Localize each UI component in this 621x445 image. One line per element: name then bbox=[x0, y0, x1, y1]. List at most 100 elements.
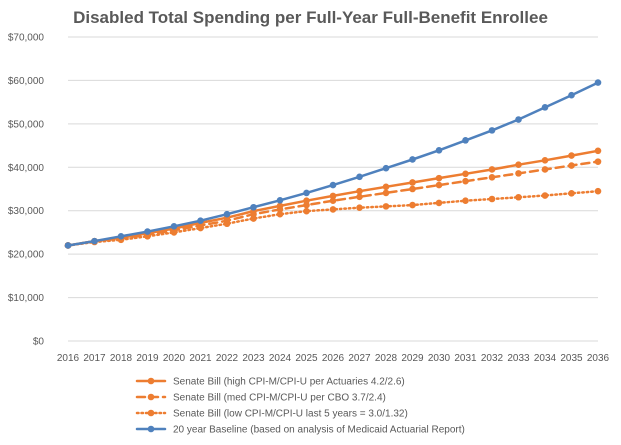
data-point bbox=[462, 170, 469, 178]
data-point bbox=[329, 181, 337, 189]
data-point bbox=[382, 183, 390, 191]
data-point bbox=[515, 116, 522, 123]
data-point bbox=[276, 196, 284, 204]
data-point bbox=[488, 127, 496, 134]
legend-label: Senate Bill (high CPI-M/CPI-U per Actuar… bbox=[173, 377, 405, 388]
data-point bbox=[488, 195, 496, 203]
data-point bbox=[197, 217, 204, 225]
legend: Senate Bill (high CPI-M/CPI-U per Actuar… bbox=[135, 377, 465, 436]
legend-label: Senate Bill (low CPI-M/CPI-U last 5 year… bbox=[173, 409, 408, 420]
legend-label: 20 year Baseline (based on analysis of M… bbox=[173, 425, 465, 436]
data-point bbox=[382, 189, 390, 197]
y-axis-tick-labels: $0 $10,000 $20,000 $30,000 $40,000 $50,000 $60… bbox=[8, 33, 45, 348]
x-tick-label: 2028 bbox=[375, 353, 398, 364]
data-point bbox=[91, 237, 98, 245]
data-point bbox=[462, 197, 469, 205]
data-point bbox=[488, 166, 496, 173]
data-point bbox=[515, 161, 522, 168]
data-point bbox=[462, 137, 469, 144]
data-point bbox=[356, 173, 363, 181]
y-tick-label: $0 bbox=[33, 337, 45, 348]
data-point bbox=[329, 192, 337, 200]
data-point bbox=[144, 228, 151, 235]
data-point bbox=[303, 201, 310, 209]
y-tick-label: $30,000 bbox=[8, 206, 45, 217]
data-point bbox=[568, 91, 575, 99]
data-point bbox=[541, 192, 549, 199]
data-point bbox=[250, 203, 257, 211]
data-point bbox=[594, 158, 602, 165]
legend-entry: Senate Bill (med CPI-M/CPI-U per CBO 3.7… bbox=[135, 393, 386, 404]
data-point bbox=[462, 177, 469, 185]
data-point bbox=[435, 174, 443, 182]
legend-swatch-marker bbox=[147, 425, 155, 433]
data-point bbox=[170, 223, 178, 230]
y-tick-label: $40,000 bbox=[8, 163, 45, 174]
data-point bbox=[329, 206, 337, 213]
data-point bbox=[276, 210, 284, 218]
legend-entry: Senate Bill (low CPI-M/CPI-U last 5 year… bbox=[135, 409, 408, 420]
data-point bbox=[170, 229, 178, 236]
data-point bbox=[250, 215, 257, 222]
data-point bbox=[144, 233, 151, 240]
data-point bbox=[515, 193, 522, 201]
data-point bbox=[356, 187, 363, 195]
data-point bbox=[594, 147, 602, 155]
x-tick-label: 2021 bbox=[189, 353, 212, 364]
data-point bbox=[568, 162, 575, 169]
data-point bbox=[409, 179, 416, 186]
y-tick-label: $20,000 bbox=[8, 250, 45, 261]
data-point bbox=[197, 224, 204, 232]
data-point bbox=[435, 181, 443, 189]
x-axis-tick-labels: 2016 2017 2018 2019 2020 2021 2022 2023 2024 2025… bbox=[57, 353, 610, 364]
chart-title: Disabled Total Spending per Full-Year Fu… bbox=[73, 8, 548, 27]
data-point bbox=[409, 201, 416, 209]
data-point bbox=[382, 203, 390, 210]
data-point bbox=[435, 199, 443, 207]
data-point bbox=[488, 173, 496, 181]
x-tick-label: 2024 bbox=[269, 353, 292, 364]
x-tick-label: 2035 bbox=[560, 353, 583, 364]
data-point bbox=[568, 190, 575, 197]
x-tick-label: 2020 bbox=[163, 353, 186, 364]
x-tick-label: 2027 bbox=[348, 353, 371, 364]
data-point bbox=[541, 104, 549, 111]
data-point bbox=[594, 79, 602, 86]
data-point bbox=[409, 185, 416, 193]
data-point bbox=[435, 147, 443, 154]
data-point bbox=[303, 189, 310, 197]
legend-entry: Senate Bill (high CPI-M/CPI-U per Actuar… bbox=[135, 377, 405, 388]
data-point bbox=[276, 206, 284, 213]
legend-entry: 20 year Baseline (based on analysis of M… bbox=[135, 425, 465, 436]
x-tick-label: 2017 bbox=[83, 353, 106, 364]
data-point bbox=[541, 166, 549, 173]
series-lines bbox=[64, 79, 602, 249]
data-point bbox=[356, 193, 363, 201]
x-tick-label: 2019 bbox=[136, 353, 159, 364]
data-point bbox=[382, 164, 390, 172]
legend-swatch-marker bbox=[147, 393, 155, 401]
data-point bbox=[329, 197, 337, 205]
data-point bbox=[223, 210, 231, 218]
x-tick-label: 2025 bbox=[295, 353, 318, 364]
data-point bbox=[541, 157, 549, 164]
x-tick-label: 2016 bbox=[57, 353, 80, 364]
legend-swatch-marker bbox=[147, 377, 155, 385]
x-tick-label: 2018 bbox=[110, 353, 133, 364]
x-tick-label: 2029 bbox=[401, 353, 424, 364]
x-tick-label: 2026 bbox=[322, 353, 345, 364]
y-tick-label: $50,000 bbox=[8, 119, 45, 130]
legend-swatch-marker bbox=[147, 409, 155, 417]
data-point bbox=[223, 220, 231, 228]
data-point bbox=[409, 156, 416, 163]
data-point bbox=[594, 187, 602, 195]
x-tick-label: 2036 bbox=[587, 353, 610, 364]
y-tick-label: $60,000 bbox=[8, 76, 45, 87]
x-tick-label: 2031 bbox=[454, 353, 477, 364]
y-tick-label: $70,000 bbox=[8, 33, 45, 44]
data-point bbox=[117, 233, 125, 240]
x-tick-label: 2032 bbox=[481, 353, 504, 364]
data-point bbox=[568, 152, 575, 159]
x-tick-label: 2033 bbox=[507, 353, 530, 364]
